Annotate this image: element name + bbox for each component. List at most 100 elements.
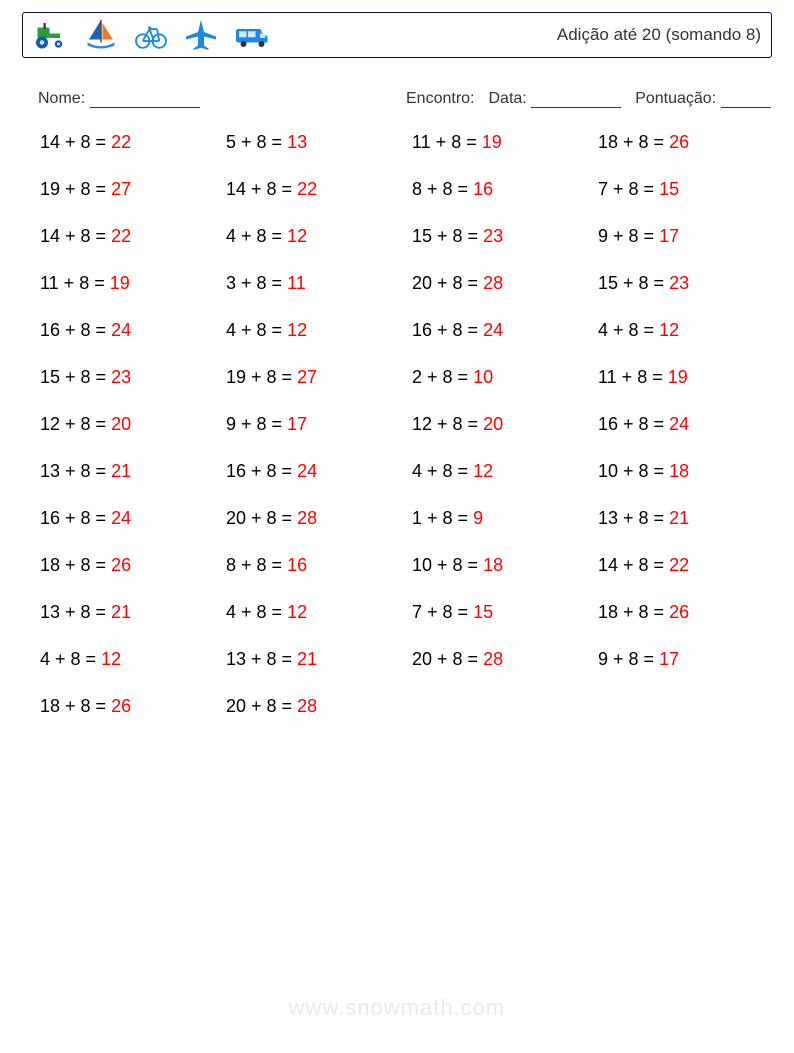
answer: 23 [483, 226, 503, 246]
answer: 28 [297, 696, 317, 716]
watermark: www.snowmath.com [0, 995, 794, 1021]
problem-cell: 14 + 8 = 22 [598, 555, 774, 576]
answer: 23 [669, 273, 689, 293]
worksheet-page: Adição até 20 (somando 8) Nome: Encontro… [0, 0, 794, 1053]
problem-cell: 16 + 8 = 24 [40, 508, 216, 529]
problem-cell: 14 + 8 = 22 [226, 179, 402, 200]
problem-cell: 15 + 8 = 23 [40, 367, 216, 388]
problem-cell: 16 + 8 = 24 [412, 320, 588, 341]
problem-cell: 20 + 8 = 28 [226, 696, 402, 717]
answer: 13 [287, 132, 307, 152]
van-icon [233, 17, 269, 53]
problem-cell: 4 + 8 = 12 [226, 226, 402, 247]
airplane-icon [183, 17, 219, 53]
problem-cell: 3 + 8 = 11 [226, 273, 402, 294]
bicycle-icon [133, 17, 169, 53]
answer: 21 [111, 461, 131, 481]
date-blank[interactable] [531, 91, 621, 108]
problem-cell: 20 + 8 = 28 [412, 649, 588, 670]
problem-cell: 9 + 8 = 17 [226, 414, 402, 435]
answer: 11 [287, 273, 306, 293]
answer: 21 [111, 602, 131, 622]
answer: 12 [287, 226, 307, 246]
problem-cell: 14 + 8 = 22 [40, 132, 216, 153]
score-blank[interactable] [721, 91, 771, 108]
problem-cell: 2 + 8 = 10 [412, 367, 588, 388]
answer: 18 [669, 461, 689, 481]
answer: 19 [110, 273, 130, 293]
answer: 22 [297, 179, 317, 199]
problem-cell: 4 + 8 = 12 [226, 320, 402, 341]
problem-cell: 18 + 8 = 26 [598, 132, 774, 153]
answer: 28 [483, 649, 503, 669]
answer: 10 [473, 367, 493, 387]
answer: 26 [669, 602, 689, 622]
answer: 27 [297, 367, 317, 387]
problem-cell: 10 + 8 = 18 [598, 461, 774, 482]
answer: 26 [669, 132, 689, 152]
problem-cell: 16 + 8 = 24 [226, 461, 402, 482]
answer: 19 [668, 367, 688, 387]
problem-cell: 11 + 8 = 19 [412, 132, 588, 153]
name-field: Nome: [38, 90, 406, 108]
name-blank[interactable] [90, 91, 200, 108]
problem-cell: 10 + 8 = 18 [412, 555, 588, 576]
answer: 16 [287, 555, 307, 575]
answer: 21 [297, 649, 317, 669]
answer: 19 [482, 132, 502, 152]
problem-cell: 16 + 8 = 24 [40, 320, 216, 341]
problem-cell: 18 + 8 = 26 [40, 696, 216, 717]
problem-cell: 7 + 8 = 15 [412, 602, 588, 623]
problem-cell: 14 + 8 = 22 [40, 226, 216, 247]
answer: 15 [473, 602, 493, 622]
answer: 23 [111, 367, 131, 387]
problem-cell: 15 + 8 = 23 [598, 273, 774, 294]
problem-cell: 7 + 8 = 15 [598, 179, 774, 200]
name-label: Nome: [38, 90, 85, 107]
problem-cell: 5 + 8 = 13 [226, 132, 402, 153]
answer: 17 [659, 226, 679, 246]
problem-cell: 19 + 8 = 27 [226, 367, 402, 388]
problem-cell: 18 + 8 = 26 [40, 555, 216, 576]
answer: 22 [111, 132, 131, 152]
problem-grid: 14 + 8 = 22 5 + 8 = 13 11 + 8 = 19 18 + 8 =… [40, 132, 774, 717]
problem-cell: 16 + 8 = 24 [598, 414, 774, 435]
answer: 12 [287, 602, 307, 622]
answer: 28 [483, 273, 503, 293]
answer: 21 [669, 508, 689, 528]
answer: 18 [483, 555, 503, 575]
problem-cell: 4 + 8 = 12 [40, 649, 216, 670]
problem-cell: 11 + 8 = 19 [40, 273, 216, 294]
worksheet-title: Adição até 20 (somando 8) [557, 25, 761, 45]
problem-cell: 19 + 8 = 27 [40, 179, 216, 200]
sailboat-icon [83, 17, 119, 53]
problem-cell: 9 + 8 = 17 [598, 226, 774, 247]
answer: 26 [111, 555, 131, 575]
answer: 12 [473, 461, 493, 481]
answer: 16 [473, 179, 493, 199]
answer: 22 [669, 555, 689, 575]
header-box: Adição até 20 (somando 8) [22, 12, 772, 58]
problem-cell: 1 + 8 = 9 [412, 508, 588, 529]
score-label: Pontuação: [635, 90, 716, 107]
problem-cell: 4 + 8 = 12 [598, 320, 774, 341]
problem-cell: 9 + 8 = 17 [598, 649, 774, 670]
answer: 20 [111, 414, 131, 434]
answer: 24 [297, 461, 317, 481]
answer: 17 [287, 414, 307, 434]
answer: 22 [111, 226, 131, 246]
problem-cell: 12 + 8 = 20 [40, 414, 216, 435]
header-icons [29, 17, 269, 53]
info-row: Nome: Encontro: Data: Pontuação: [38, 90, 774, 108]
answer: 24 [483, 320, 503, 340]
answer: 12 [101, 649, 121, 669]
answer: 26 [111, 696, 131, 716]
answer: 12 [659, 320, 679, 340]
problem-cell: 12 + 8 = 20 [412, 414, 588, 435]
problem-cell: 4 + 8 = 12 [226, 602, 402, 623]
problem-cell: 13 + 8 = 21 [40, 461, 216, 482]
problem-cell: 13 + 8 = 21 [226, 649, 402, 670]
answer: 24 [669, 414, 689, 434]
answer: 20 [483, 414, 503, 434]
problem-cell: 15 + 8 = 23 [412, 226, 588, 247]
